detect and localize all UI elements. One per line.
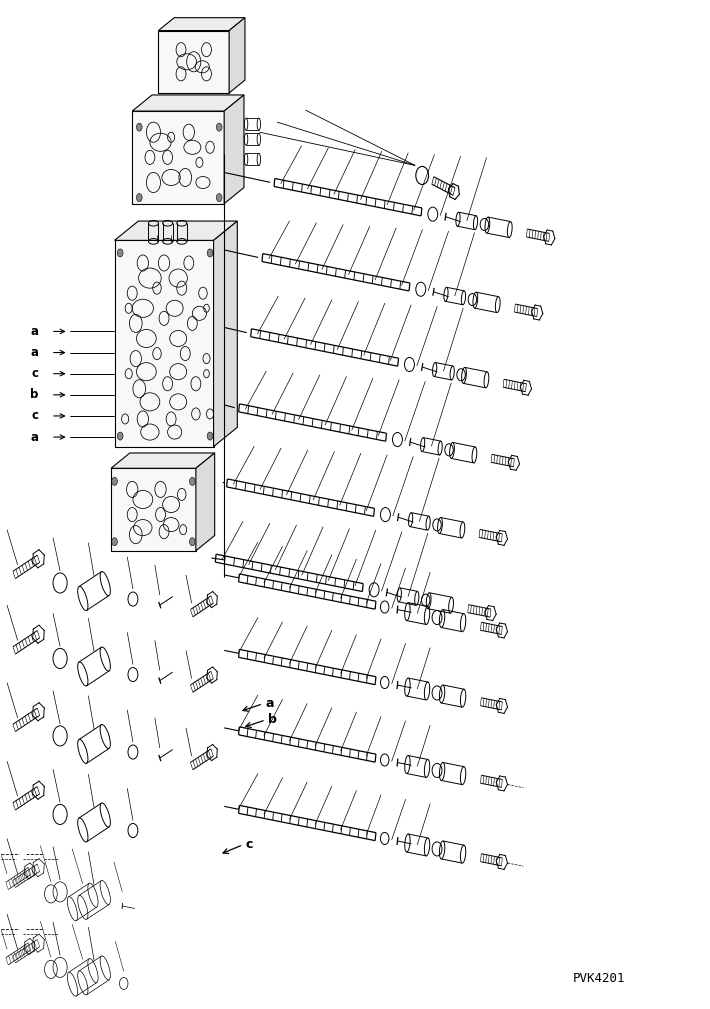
Circle shape [117,249,123,257]
Text: c: c [32,367,39,380]
Circle shape [136,123,142,131]
Circle shape [190,477,195,485]
Polygon shape [229,18,245,93]
Text: a: a [31,325,39,338]
Polygon shape [158,30,229,93]
Text: b: b [31,388,39,402]
Circle shape [207,432,213,440]
Circle shape [190,538,195,546]
Circle shape [207,249,213,257]
Circle shape [217,123,222,131]
Text: c: c [246,838,253,852]
Polygon shape [196,453,214,551]
Circle shape [136,194,142,202]
Text: a: a [265,697,273,710]
Polygon shape [214,221,237,447]
Polygon shape [132,111,224,204]
Polygon shape [114,221,237,240]
Circle shape [111,477,117,485]
Circle shape [117,432,123,440]
Text: c: c [32,410,39,423]
Text: PVK4201: PVK4201 [573,973,626,986]
Circle shape [217,194,222,202]
Polygon shape [111,468,196,551]
Polygon shape [132,95,244,111]
Text: a: a [31,346,39,359]
Polygon shape [111,453,214,468]
Polygon shape [114,240,214,447]
Polygon shape [224,95,244,204]
Polygon shape [158,18,245,30]
Text: a: a [31,431,39,444]
Text: b: b [268,713,277,726]
Circle shape [111,538,117,546]
